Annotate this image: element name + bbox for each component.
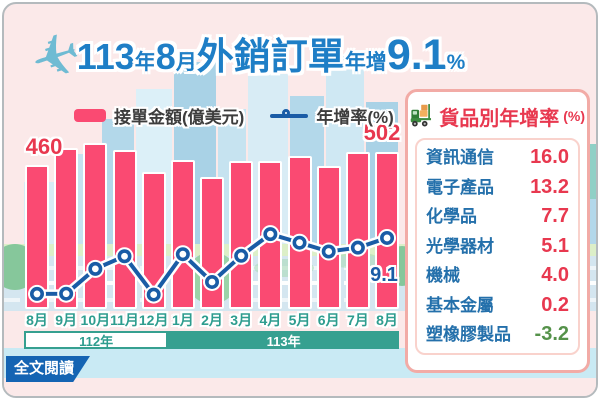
page-title: 113 年 8 月 外銷訂單 年增 9.1 % bbox=[76, 26, 466, 88]
category-value: -3.2 bbox=[534, 323, 569, 345]
category-value: 5.1 bbox=[541, 234, 569, 257]
title-month-unit: 月 bbox=[175, 51, 197, 74]
bar-legend-label: 接單金額(億美元) bbox=[114, 108, 245, 127]
category-value: 0.2 bbox=[541, 293, 569, 316]
category-name: 機械 bbox=[426, 266, 460, 285]
forklift-icon bbox=[410, 104, 432, 127]
category-row-基本金屬: 基本金屬 0.2 bbox=[426, 291, 569, 321]
category-value: 13.2 bbox=[530, 175, 569, 198]
legend-item-line: 年增率(%) bbox=[270, 103, 394, 128]
leaf-illustration bbox=[254, 259, 314, 277]
title-yoy-label: 年增 bbox=[344, 51, 387, 74]
building bbox=[587, 199, 596, 259]
category-name: 基本金屬 bbox=[426, 295, 494, 315]
panel-header: 貨品別年增率 (%) bbox=[408, 92, 587, 135]
building bbox=[248, 74, 288, 254]
bottom-pink-band bbox=[4, 378, 596, 396]
last-line-value-label: 9.1 bbox=[370, 264, 398, 286]
category-name: 化學品 bbox=[426, 207, 477, 226]
building bbox=[102, 119, 134, 254]
category-row-塑橡膠製品: 塑橡膠製品 -3.2 bbox=[426, 320, 569, 350]
legend-item-bar: 接單金額(億美元) bbox=[74, 103, 244, 128]
last-bar-value-label: 502 bbox=[363, 120, 401, 145]
bar-legend-swatch bbox=[74, 109, 106, 122]
line-legend-dot-icon bbox=[282, 108, 291, 117]
panel-title-suffix: (%) bbox=[563, 108, 585, 124]
title-year: 113 bbox=[76, 36, 135, 77]
title-yoy-value: 9.1 bbox=[386, 31, 447, 79]
title-month: 8 bbox=[155, 36, 176, 77]
category-row-化學品: 化學品 7.7 bbox=[426, 202, 569, 232]
title-percent-sign: % bbox=[446, 51, 466, 74]
category-name: 光學器材 bbox=[426, 236, 494, 256]
tree-illustration bbox=[186, 252, 238, 304]
building bbox=[218, 109, 246, 254]
category-row-機械: 機械 4.0 bbox=[426, 261, 569, 291]
category-value: 16.0 bbox=[530, 146, 569, 168]
line-legend-marker-icon bbox=[270, 108, 309, 118]
read-full-text-button[interactable]: 全文閱讀 bbox=[6, 356, 90, 382]
title-year-unit: 年 bbox=[134, 51, 156, 74]
category-row-資訊通信: 資訊通信 16.0 bbox=[426, 143, 569, 173]
category-row-光學器材: 光學器材 5.1 bbox=[426, 232, 569, 262]
panel-title: 貨品別年增率 bbox=[439, 107, 560, 130]
category-growth-list: 資訊通信 16.0 電子產品 13.2 化學品 7.7 光學器材 5.1 機械 4.0 基本金屬 0.… bbox=[415, 138, 580, 355]
category-value: 4.0 bbox=[541, 264, 569, 286]
line-legend-label: 年增率(%) bbox=[316, 108, 394, 127]
chart-legend: 接單金額(億美元) 年增率(%) bbox=[74, 103, 394, 128]
building bbox=[174, 62, 216, 254]
category-growth-panel: 貨品別年增率 (%) 資訊通信 16.0 電子產品 13.2 化學品 7.7 光學器材 5.1… bbox=[405, 89, 590, 373]
category-row-電子產品: 電子產品 13.2 bbox=[426, 173, 569, 203]
first-bar-value-label: 460 bbox=[25, 134, 63, 159]
category-name: 電子產品 bbox=[426, 177, 494, 197]
title-subject: 外銷訂單 bbox=[196, 36, 345, 77]
category-value: 7.7 bbox=[541, 205, 569, 227]
category-name: 資訊通信 bbox=[426, 148, 494, 167]
building bbox=[59, 154, 99, 254]
category-name: 塑橡膠製品 bbox=[426, 325, 511, 344]
